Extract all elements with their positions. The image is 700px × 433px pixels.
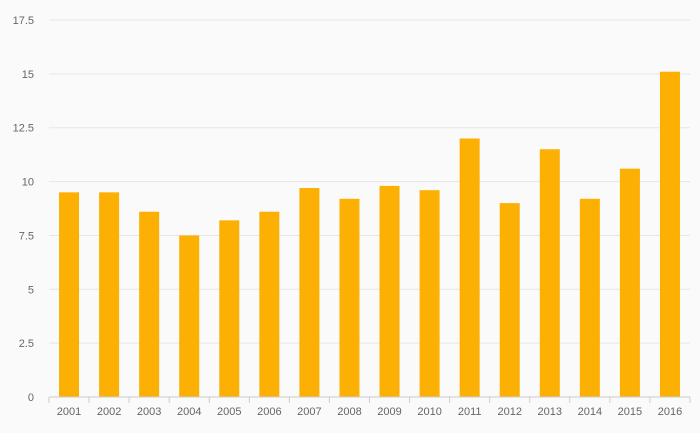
- x-tick-label: 2010: [417, 406, 441, 418]
- bar-2004[interactable]: [179, 235, 200, 397]
- x-tick-label: 2015: [618, 406, 642, 418]
- bar-2011[interactable]: [459, 138, 480, 397]
- x-tick-label: 2012: [497, 406, 521, 418]
- y-tick-label: 5: [28, 284, 34, 296]
- x-tick-label: 2002: [97, 406, 121, 418]
- x-tick-label: 2016: [658, 406, 682, 418]
- bar-2010[interactable]: [419, 190, 440, 397]
- x-tick-label: 2008: [337, 406, 361, 418]
- bar-2016[interactable]: [659, 71, 680, 398]
- bar-2001[interactable]: [59, 192, 80, 397]
- y-tick-label: 7.5: [19, 230, 34, 242]
- bar-2005[interactable]: [219, 220, 240, 397]
- y-axis: 0 2.5 5 7.5 10 12.5 15 17.5: [13, 15, 34, 404]
- bar-series: [59, 71, 680, 398]
- bar-2012[interactable]: [499, 203, 520, 397]
- y-tick-label: 12.5: [13, 123, 34, 135]
- bar-2003[interactable]: [139, 211, 160, 397]
- y-tick-label: 17.5: [13, 15, 34, 27]
- bar-2007[interactable]: [299, 188, 320, 397]
- bar-2008[interactable]: [339, 198, 360, 397]
- x-tick-label: 2005: [217, 406, 241, 418]
- bar-2006[interactable]: [259, 211, 280, 397]
- x-tick-label: 2004: [177, 406, 201, 418]
- x-tick-label: 2007: [297, 406, 321, 418]
- y-tick-label: 2.5: [19, 338, 34, 350]
- x-axis: 2001 2002 2003 2004 2005 2006 2007 2008 2009 2010…: [48, 396, 691, 418]
- bar-2015[interactable]: [619, 168, 640, 397]
- x-tick-label: 2003: [137, 406, 161, 418]
- x-tick-label: 2001: [57, 406, 81, 418]
- x-tick-label: 2013: [538, 406, 562, 418]
- bar-2014[interactable]: [579, 198, 600, 397]
- x-tick-label: 2011: [458, 406, 482, 418]
- x-tick-label: 2009: [377, 406, 401, 418]
- x-tick-label: 2006: [257, 406, 281, 418]
- bar-2013[interactable]: [539, 149, 560, 397]
- x-tick-label: 2014: [578, 406, 602, 418]
- y-tick-label: 15: [22, 69, 34, 81]
- bar-2009[interactable]: [379, 185, 400, 397]
- y-tick-label: 10: [22, 177, 34, 189]
- bar-2002[interactable]: [99, 192, 120, 397]
- y-tick-label: 0: [28, 392, 34, 404]
